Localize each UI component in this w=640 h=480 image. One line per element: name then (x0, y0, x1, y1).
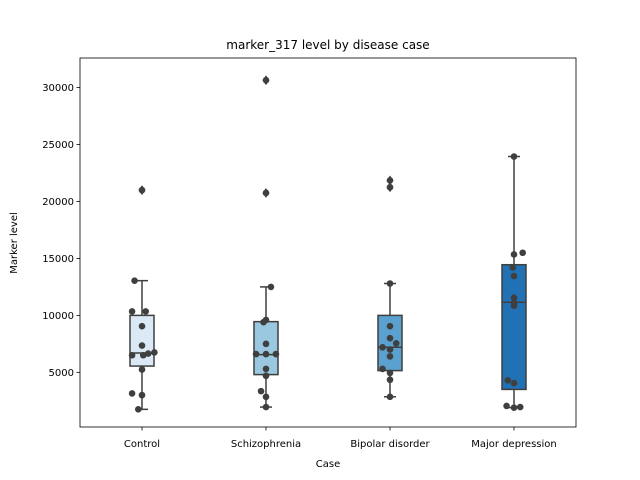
y-tick-label: 25000 (42, 140, 74, 151)
x-tick-label: Major depression (471, 439, 557, 450)
data-point (267, 283, 275, 291)
data-point (262, 340, 270, 348)
data-point (138, 391, 146, 399)
data-point (257, 387, 265, 395)
data-point (128, 351, 136, 359)
data-point (262, 350, 270, 358)
box (501, 263, 527, 391)
data-point (262, 393, 270, 401)
chart-title: marker_317 level by disease case (226, 38, 429, 52)
x-tick-label: Control (124, 439, 160, 450)
data-point (510, 404, 518, 411)
data-point (138, 366, 146, 373)
data-point (510, 302, 518, 310)
data-point (128, 308, 136, 315)
data-point (379, 343, 386, 351)
data-point (151, 349, 158, 356)
y-tick-label: 15000 (42, 254, 74, 265)
data-point (386, 280, 394, 287)
x-tick-label: Schizophrenia (231, 439, 301, 450)
data-point (386, 183, 394, 191)
data-point (128, 390, 136, 397)
data-point (138, 186, 146, 194)
data-point (392, 339, 400, 347)
data-point (138, 322, 146, 330)
data-point (131, 277, 138, 284)
data-point (260, 318, 267, 326)
data-point (386, 353, 394, 360)
data-point (262, 372, 270, 380)
data-point (386, 376, 394, 384)
data-point (386, 393, 394, 401)
data-point (510, 153, 518, 160)
y-axis-label: Marker level (9, 212, 20, 274)
data-point (386, 346, 394, 353)
plot-area: 5000 10000 15000 20000 25000 30000 Control Schi… (42, 57, 577, 450)
y-tick-label: 20000 (42, 197, 74, 208)
data-point (262, 189, 270, 197)
data-point (516, 403, 524, 411)
data-point (504, 377, 512, 384)
data-point (134, 406, 142, 413)
data-point (144, 350, 152, 357)
data-point (386, 177, 394, 184)
data-point (510, 251, 518, 258)
x-axis-label: Case (316, 459, 340, 470)
data-point (272, 350, 280, 358)
data-point (509, 264, 517, 271)
data-point (386, 369, 394, 377)
data-point (262, 403, 270, 411)
y-tick-label: 10000 (42, 311, 74, 322)
y-tick-label: 30000 (42, 83, 74, 94)
data-point (386, 322, 394, 330)
data-point (252, 350, 260, 358)
data-point (139, 351, 147, 359)
data-point (510, 294, 518, 302)
data-point (519, 249, 526, 257)
data-point (138, 342, 146, 349)
x-tick-label: Bipolar disorder (350, 439, 430, 450)
y-tick-label: 5000 (49, 368, 74, 379)
plot-frame (79, 57, 577, 428)
data-point (262, 76, 270, 84)
data-point (503, 402, 510, 410)
data-point (262, 365, 270, 373)
data-point (510, 379, 518, 387)
data-point (510, 272, 518, 280)
data-point (386, 334, 394, 342)
data-point (142, 308, 150, 315)
data-point (379, 365, 386, 373)
